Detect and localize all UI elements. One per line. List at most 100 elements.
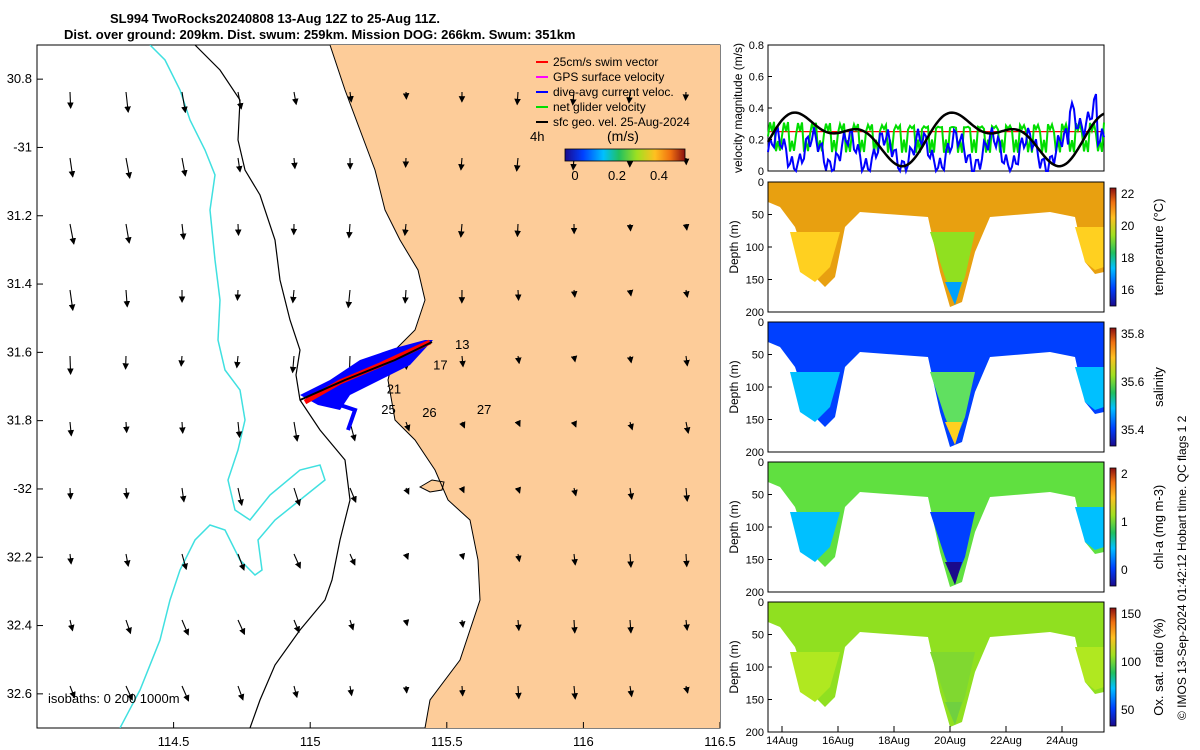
map-panel: 114.5 115 115.5 116 116.5 30.8 -31 31.2 31.4 31.6… (7, 44, 744, 749)
current-vector (347, 91, 354, 103)
section-colorbar (1109, 327, 1117, 447)
depth-tick-label: 100 (746, 242, 764, 254)
current-vector (742, 620, 743, 627)
current-vector (237, 553, 246, 571)
current-vector (178, 355, 185, 367)
current-vector (293, 553, 301, 569)
colorbar-label: chl-a (mg m-3) (1151, 485, 1166, 570)
day-label: 26 (422, 405, 436, 420)
current-vector (514, 91, 521, 106)
lat-tick-label: 32.2 (7, 549, 32, 564)
current-vector (235, 421, 243, 439)
colorbar-tick-label: 0.4 (650, 168, 668, 183)
current-vector (515, 619, 522, 632)
time-tick-label: 24Aug (1046, 735, 1078, 747)
current-vector (349, 553, 356, 566)
net-glider-velocity-line (767, 119, 1105, 153)
day-label: 17 (433, 357, 447, 372)
current-vector (123, 289, 131, 308)
current-vector (514, 289, 522, 302)
current-vector (291, 91, 299, 106)
isobath-label: isobaths: 0 200 1000m (48, 691, 180, 706)
isobath-200m (194, 45, 351, 728)
section-salinity: 0 50 100 150 200 Depth (m) 35.4 35.6 35.8 salinit… (727, 317, 1166, 459)
time-axis: 14Aug 16Aug 18Aug 20Aug 22Aug 24Aug (766, 726, 1078, 747)
current-vector (571, 685, 578, 700)
current-vector (742, 356, 743, 368)
velocity-tick-label: 0.2 (749, 135, 764, 147)
depth-tick-label: 200 (746, 307, 764, 319)
land (330, 45, 720, 728)
vector-time-label: 4h (530, 129, 544, 144)
current-vector (627, 421, 634, 431)
day-label: 21 (387, 381, 401, 396)
section-colorbar (1109, 607, 1117, 727)
depth-tick-label: 200 (746, 447, 764, 459)
current-vector (345, 289, 353, 309)
current-vector (626, 91, 633, 104)
depth-tick-label: 150 (746, 695, 764, 707)
colorbar-unit: (m/s) (607, 128, 639, 144)
colorbar-tick-label: 100 (1121, 655, 1141, 669)
colorbar-tick-label: 22 (1121, 187, 1135, 201)
current-vector (179, 487, 187, 503)
current-vector (123, 553, 131, 568)
current-vector (683, 553, 690, 568)
velocity-panel: 0 0.2 0.4 0.6 0.8 velocity magnitude (m/s) (731, 40, 1105, 178)
current-vector (237, 619, 246, 636)
current-vector (742, 686, 744, 691)
day-label: 27 (477, 402, 491, 417)
current-vector (627, 619, 634, 634)
lon-tick-label: 116 (573, 734, 594, 749)
current-vector (69, 223, 77, 245)
current-vector (236, 91, 244, 110)
lat-tick-label: -32 (13, 481, 32, 496)
lat-tick-label: 31.4 (7, 276, 32, 291)
current-vector (571, 553, 578, 566)
current-vector (402, 223, 409, 237)
current-vector (458, 223, 465, 238)
current-vector (123, 487, 130, 500)
time-tick-label: 20Aug (934, 735, 966, 747)
colorbar-tick-label: 0 (571, 168, 578, 183)
current-vector (68, 619, 75, 632)
current-vector (570, 420, 577, 428)
depth-tick-label: 0 (758, 597, 764, 609)
current-vector (402, 685, 410, 694)
lat-tick-label: 30.8 (7, 71, 32, 86)
dive-avg-current-line (767, 93, 1105, 175)
section-temperature: 0 50 100 150 200 Depth (m) 16 18 20 22 temperature… (727, 177, 1166, 319)
current-vector (125, 223, 132, 244)
current-vector (742, 422, 744, 435)
current-vector (683, 619, 690, 632)
colorbar-label: Ox. sat. ratio (%) (1151, 618, 1166, 716)
current-vector (125, 157, 132, 180)
current-vector (404, 421, 411, 432)
current-vector (458, 552, 466, 561)
current-vector (124, 91, 131, 114)
current-vector (235, 157, 243, 173)
depth-tick-label: 50 (752, 630, 764, 642)
current-vector (347, 685, 354, 697)
current-vector (291, 157, 298, 170)
glider-track (299, 339, 433, 431)
current-vector (682, 223, 690, 231)
lat-tick-label: 31.2 (7, 208, 32, 223)
current-vector (570, 91, 577, 106)
current-vector (742, 554, 743, 563)
current-vector (234, 289, 242, 302)
colorbar-tick-label: 35.6 (1121, 375, 1145, 389)
colorbar-tick-label: 35.8 (1121, 327, 1145, 341)
current-vector (125, 619, 132, 635)
current-vector (683, 289, 690, 298)
colorbar-tick-label: 35.4 (1121, 423, 1145, 437)
current-vector (293, 619, 300, 634)
figure-title-line2: Dist. over ground: 209km. Dist. swum: 25… (64, 27, 576, 42)
current-vector (683, 421, 691, 434)
depth-tick-label: 150 (746, 555, 764, 567)
velocity-tick-label: 0.6 (749, 72, 764, 84)
colorbar-tick-label: 1 (1121, 515, 1128, 529)
current-vector (626, 223, 634, 232)
current-vector (68, 289, 76, 312)
isobath-1000m (119, 45, 326, 728)
